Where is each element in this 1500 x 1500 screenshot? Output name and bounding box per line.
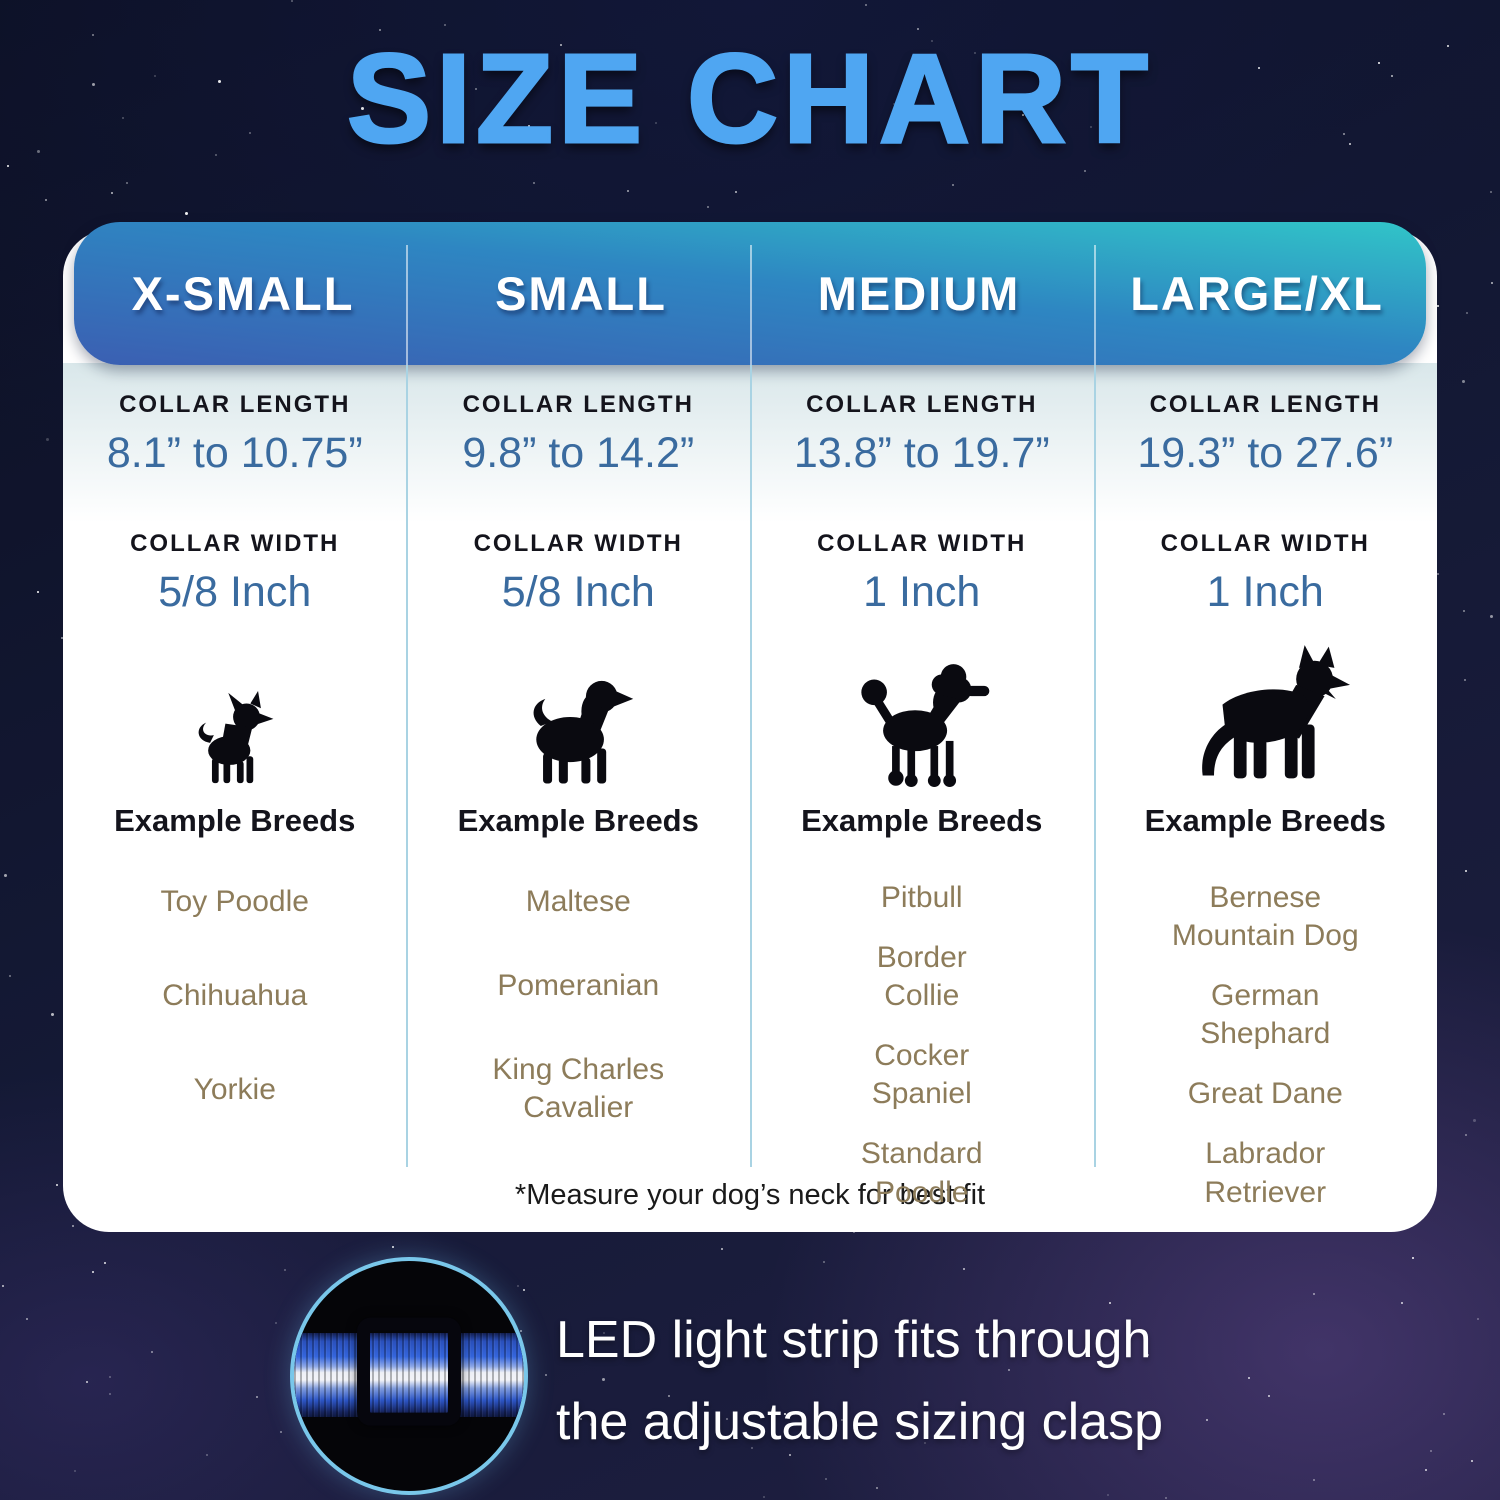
dog-icon-box (851, 635, 992, 787)
collar-length-value: 19.3” to 27.6” (1137, 429, 1394, 477)
collar-width-value: 1 Inch (863, 568, 981, 616)
collar-length-label: COLLAR LENGTH (1149, 391, 1381, 418)
size-columns: COLLAR LENGTH 8.1” to 10.75” COLLAR WIDT… (63, 365, 1437, 1212)
collar-length-value: 13.8” to 19.7” (793, 429, 1050, 477)
size-column-medium: COLLAR LENGTH 13.8” to 19.7” COLLAR WIDT… (750, 365, 1094, 1212)
breed-list: Bernese Mountain Dog German Shephard Gre… (1172, 879, 1359, 1212)
poodle-silhouette-icon (861, 664, 990, 787)
chihuahua-silhouette-icon (198, 691, 274, 784)
example-breeds-label: Example Breeds (1144, 803, 1386, 838)
column-divider (406, 365, 408, 1167)
sizing-clasp-image (357, 1317, 461, 1426)
column-divider (406, 245, 408, 365)
collar-width-label: COLLAR WIDTH (1160, 530, 1370, 557)
collar-strap-image (294, 1333, 524, 1417)
example-breeds-label: Example Breeds (801, 803, 1043, 838)
callout-line-1: LED light strip fits through (556, 1311, 1152, 1369)
column-divider (750, 365, 752, 1167)
size-column-largexl: COLLAR LENGTH 19.3” to 27.6” COLLAR WIDT… (1094, 365, 1438, 1212)
breed-item: Bernese Mountain Dog (1171, 881, 1359, 953)
callout-line-2: the adjustable sizing clasp (556, 1392, 1164, 1451)
header-small: SMALL (495, 267, 667, 320)
dog-icon-box (1180, 635, 1351, 787)
breed-item: Maltese (525, 885, 631, 918)
cavalier-spaniel-silhouette-icon (533, 680, 634, 784)
collar-length-value: 9.8” to 14.2” (462, 429, 695, 477)
header-medium: MEDIUM (817, 267, 1021, 320)
breed-item: Labrador Retriever (1204, 1137, 1327, 1209)
column-divider (1094, 245, 1096, 365)
breed-item: Cocker Spaniel (871, 1039, 972, 1111)
breed-item: German Shephard (1200, 979, 1331, 1051)
size-column-xsmall: COLLAR LENGTH 8.1” to 10.75” COLLAR WIDT… (63, 365, 407, 1212)
collar-length-label: COLLAR LENGTH (119, 391, 351, 418)
column-divider (1094, 365, 1096, 1167)
size-column-small: COLLAR LENGTH 9.8” to 14.2” COLLAR WIDTH… (407, 365, 751, 1212)
collar-length-label: COLLAR LENGTH (806, 391, 1038, 418)
led-callout-text: LED light strip fits through the adjusta… (556, 1300, 1456, 1463)
example-breeds-label: Example Breeds (114, 803, 356, 838)
breed-item: Chihuahua (162, 979, 308, 1013)
german-shepherd-silhouette-icon (1202, 645, 1351, 779)
collar-length-label: COLLAR LENGTH (462, 391, 694, 418)
collar-width-value: 5/8 Inch (501, 568, 655, 616)
page-title: SIZE CHART (346, 27, 1153, 171)
header-xsmall: X-SMALL (131, 267, 355, 320)
breed-item: Border Collie (876, 941, 967, 1013)
breed-item: Standard Poodle (860, 1137, 983, 1209)
dog-icon-box (187, 635, 283, 787)
collar-width-label: COLLAR WIDTH (473, 530, 683, 557)
collar-width-label: COLLAR WIDTH (130, 530, 340, 557)
breed-item: Pitbull (880, 881, 963, 914)
dog-icon-box (516, 635, 640, 787)
breed-item: Great Dane (1187, 1077, 1343, 1111)
breed-item: Toy Poodle (160, 885, 309, 918)
header-largexl: LARGE/XL (1130, 267, 1384, 320)
collar-width-label: COLLAR WIDTH (817, 530, 1027, 557)
breed-list: Maltese Pomeranian King Charles Cavalier (492, 883, 664, 1127)
collar-width-value: 5/8 Inch (158, 568, 312, 616)
breed-list: Toy Poodle Chihuahua Yorkie (161, 883, 309, 1109)
collar-strap-through-clasp-photo (290, 1257, 528, 1495)
breed-item: Pomeranian (497, 969, 660, 1003)
collar-length-value: 8.1” to 10.75” (106, 429, 363, 477)
column-divider (750, 245, 752, 365)
breed-list: Pitbull Border Collie Cocker Spaniel Sta… (861, 879, 983, 1212)
collar-width-value: 1 Inch (1206, 568, 1324, 616)
breed-item: King Charles Cavalier (492, 1053, 665, 1125)
example-breeds-label: Example Breeds (457, 803, 699, 838)
breed-item: Yorkie (193, 1073, 276, 1107)
measurement-footnote: *Measure your dog’s neck for best fit (514, 1179, 986, 1211)
